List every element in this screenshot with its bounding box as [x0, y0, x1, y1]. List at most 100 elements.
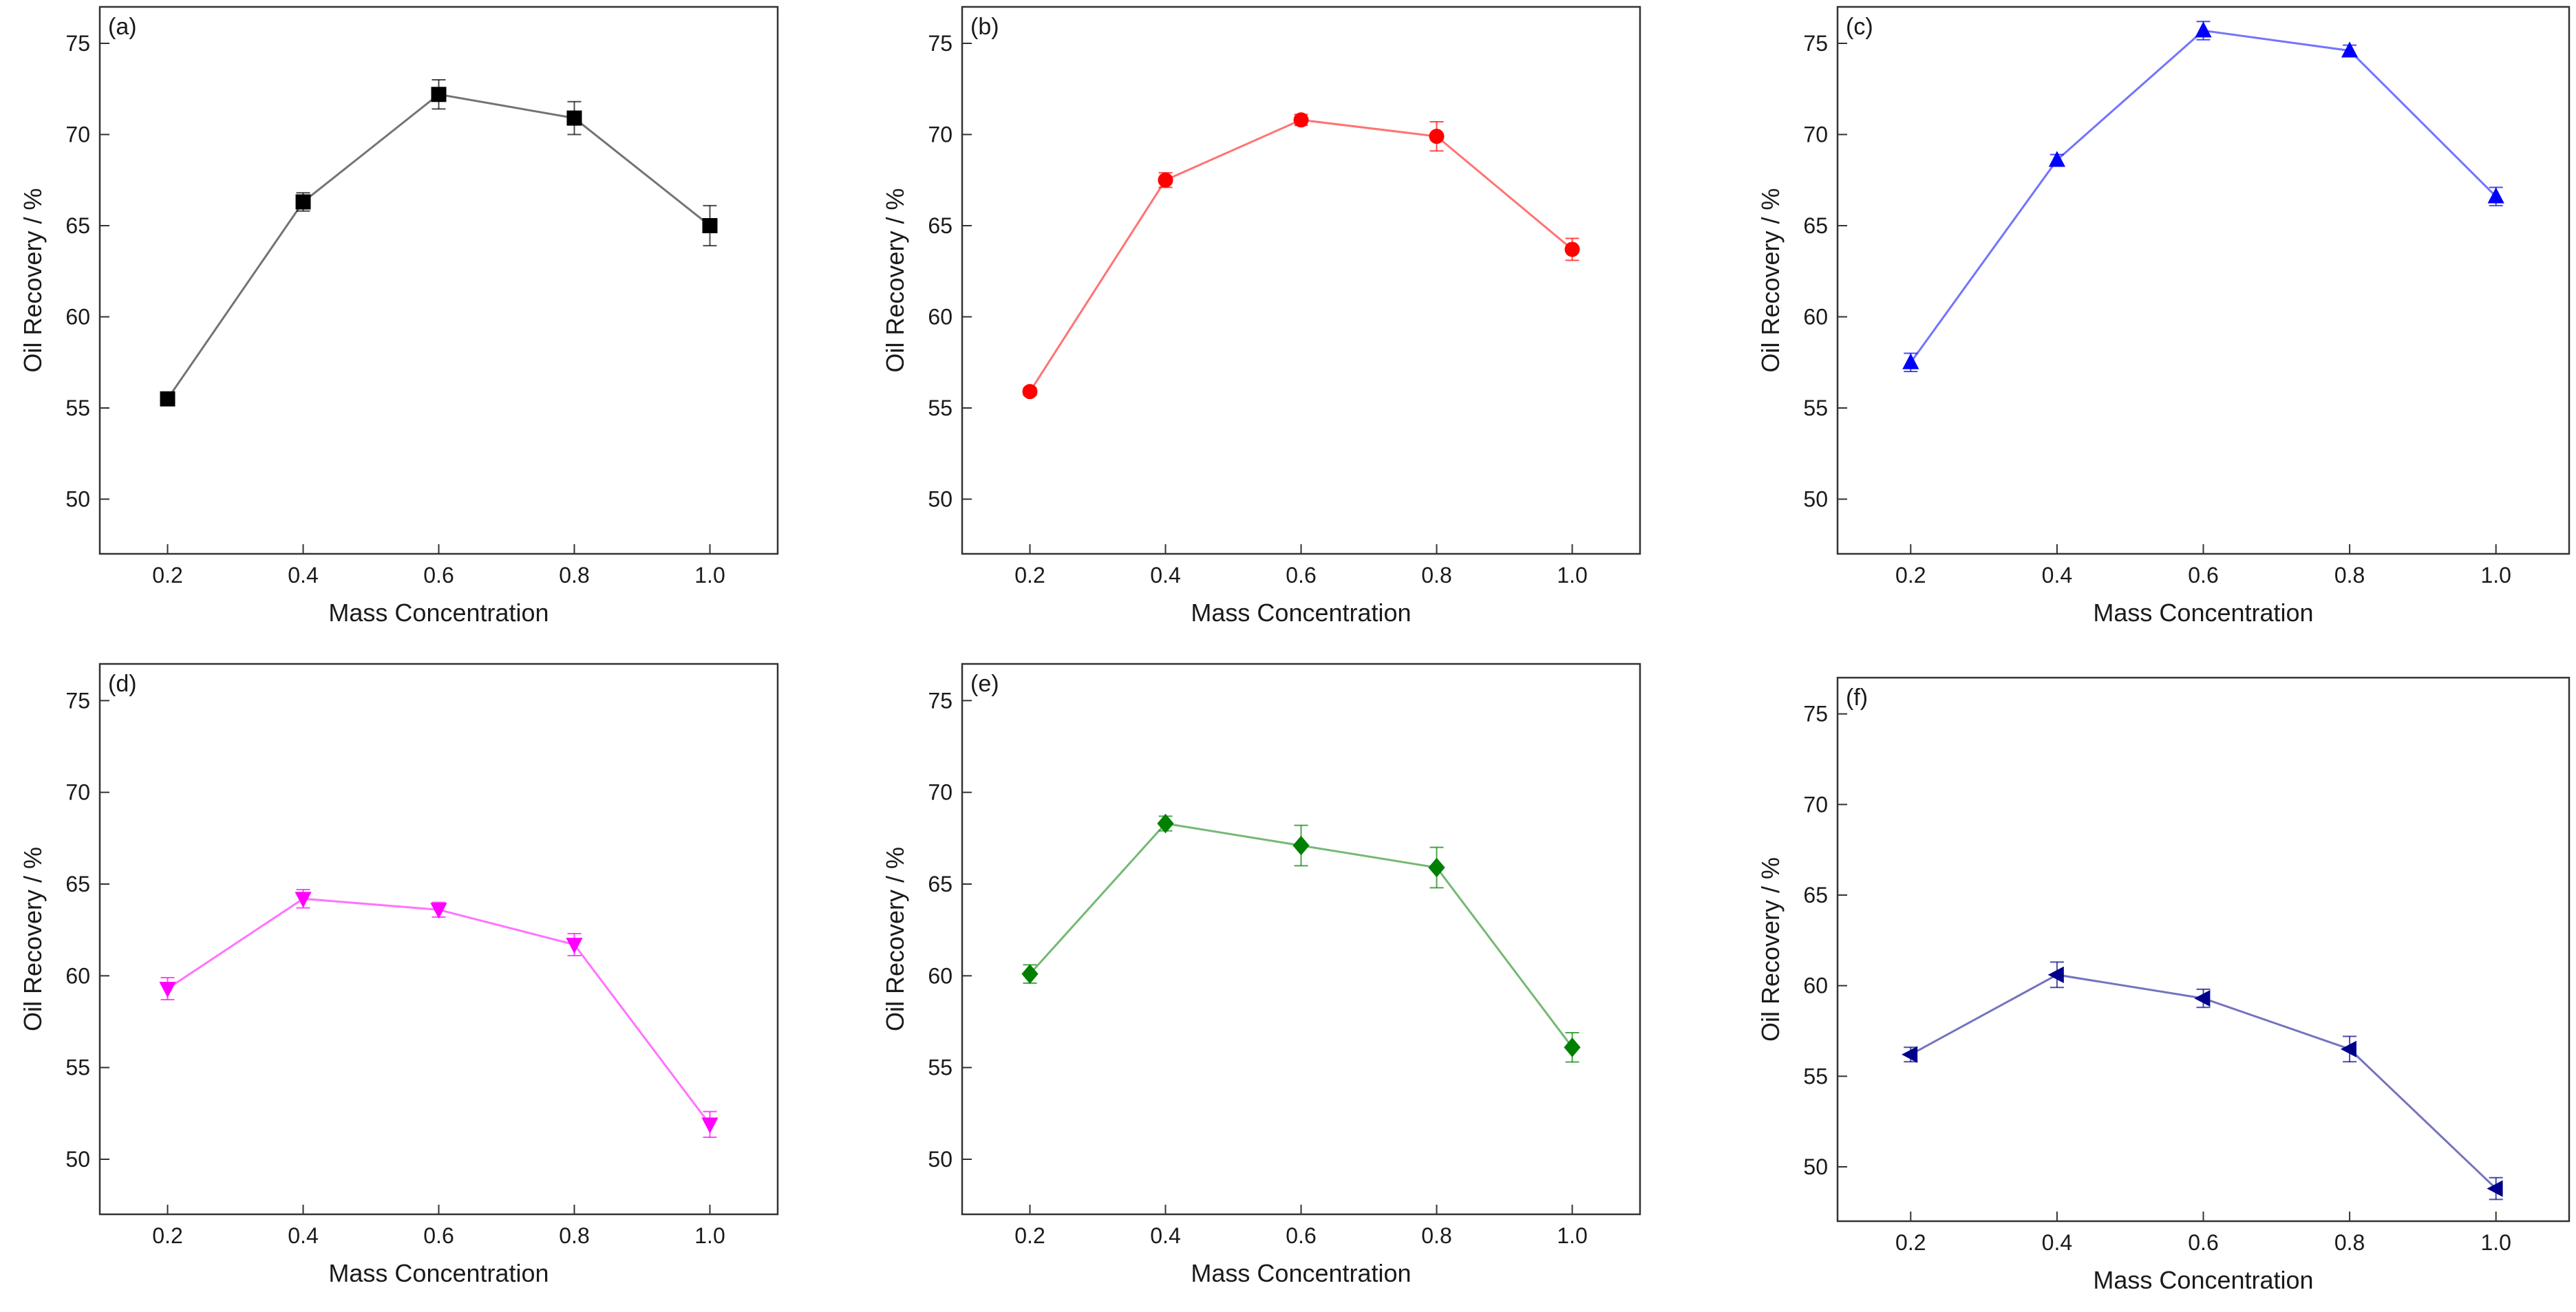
y-tick-label: 50 [65, 487, 90, 512]
data-point [1021, 964, 1039, 984]
data-point [1428, 857, 1445, 878]
data-point [702, 218, 718, 233]
data-point [160, 391, 175, 407]
x-tick-label: 0.2 [152, 563, 182, 588]
x-axis-title: Mass Concentration [2093, 1266, 2313, 1294]
plot-frame [961, 6, 1641, 555]
y-tick-label: 65 [65, 213, 90, 238]
data-point [2340, 1040, 2356, 1057]
x-axis-title: Mass Concentration [328, 599, 549, 627]
data-point [2487, 1180, 2503, 1197]
data-point [295, 194, 311, 210]
y-tick-label: 75 [65, 31, 90, 56]
x-tick-label: 0.8 [1421, 1223, 1451, 1248]
panel-label: (d) [108, 671, 137, 697]
x-tick-label: 0.4 [2042, 1230, 2072, 1255]
plot-frame [1836, 6, 2570, 555]
plot-frame [98, 663, 779, 1216]
chart-panel-3: (c) 0.2 0.4 0.6 0.8 1.0 50 55 60 65 70 75 Mass Conce… [1756, 6, 2570, 627]
y-tick-label: 60 [1803, 974, 1828, 998]
plot-frame [961, 663, 1641, 1216]
y-axis-title: Oil Recovery / % [881, 188, 909, 372]
data-point [2048, 151, 2065, 167]
data-point [1564, 1037, 1581, 1057]
x-tick-label: 0.4 [288, 1223, 318, 1248]
data-point [566, 938, 583, 954]
y-tick-label: 60 [1803, 305, 1828, 330]
x-tick-label: 0.8 [2334, 563, 2365, 588]
y-axis-title: Oil Recovery / % [881, 847, 909, 1031]
y-tick-label: 50 [1803, 487, 1828, 512]
data-point [1429, 129, 1445, 144]
x-tick-label: 0.8 [1421, 563, 1451, 588]
y-tick-label: 70 [928, 122, 952, 147]
y-tick-label: 55 [65, 1055, 90, 1080]
x-tick-label: 0.8 [559, 1223, 589, 1248]
data-point [431, 87, 447, 103]
x-axis-title: Mass Concentration [328, 1259, 549, 1287]
panel-label: (c) [1846, 14, 1873, 40]
y-tick-label: 70 [1803, 792, 1828, 817]
chart-panel-5: (e) 0.2 0.4 0.6 0.8 1.0 50 55 60 65 70 75 Mass Conce… [881, 663, 1641, 1287]
data-point [2341, 41, 2359, 58]
y-axis-title: Oil Recovery / % [1756, 188, 1785, 372]
x-tick-label: 1.0 [694, 1223, 725, 1248]
data-point [1564, 241, 1580, 257]
x-tick-label: 0.2 [1895, 1230, 1926, 1255]
series-line [167, 93, 711, 400]
y-axis-title: Oil Recovery / % [19, 847, 47, 1031]
y-tick-label: 75 [928, 688, 952, 713]
series-line [167, 897, 711, 1126]
y-tick-label: 50 [1803, 1154, 1828, 1179]
x-tick-label: 0.6 [423, 1223, 454, 1248]
data-point [1158, 172, 1173, 188]
x-tick-label: 1.0 [1557, 563, 1587, 588]
panel-label: (e) [970, 671, 999, 697]
y-tick-label: 75 [65, 688, 90, 713]
chart-panel-2: (b) 0.2 0.4 0.6 0.8 1.0 50 55 60 65 70 75 Mass Conce… [881, 6, 1641, 627]
y-tick-label: 60 [928, 963, 952, 988]
y-tick-label: 60 [65, 963, 90, 988]
data-point [1293, 112, 1309, 128]
y-tick-label: 65 [928, 213, 952, 238]
y-tick-label: 55 [1803, 1064, 1828, 1088]
x-tick-label: 1.0 [694, 563, 725, 588]
chart-panel-1: (a) 0.2 0.4 0.6 0.8 1.0 50 55 60 65 70 75 Mass Conce… [19, 6, 779, 627]
panel-label: (b) [970, 14, 999, 40]
data-point [2487, 187, 2504, 204]
y-tick-label: 60 [65, 305, 90, 330]
chart-panel-6: (f) 0.2 0.4 0.6 0.8 1.0 50 55 60 65 70 75 Mass Conce… [1756, 676, 2570, 1294]
y-tick-label: 55 [928, 396, 952, 420]
x-tick-label: 0.8 [559, 563, 589, 588]
y-tick-label: 70 [65, 122, 90, 147]
x-tick-label: 0.4 [288, 563, 318, 588]
data-point [1902, 353, 1919, 369]
x-tick-label: 0.4 [2042, 563, 2072, 588]
data-point [1157, 813, 1174, 834]
x-tick-label: 1.0 [2480, 563, 2511, 588]
y-tick-label: 75 [1803, 31, 1828, 56]
y-tick-label: 65 [1803, 883, 1828, 907]
panel-label: (a) [108, 14, 137, 40]
data-point [566, 110, 582, 126]
y-tick-label: 75 [1803, 702, 1828, 727]
x-axis-title: Mass Concentration [1191, 599, 1411, 627]
x-tick-label: 0.6 [423, 563, 454, 588]
x-tick-label: 0.2 [1014, 563, 1045, 588]
data-point [1022, 384, 1038, 400]
x-tick-label: 0.4 [1150, 563, 1180, 588]
data-point [2194, 990, 2211, 1007]
x-tick-label: 0.6 [2188, 1230, 2218, 1255]
data-point [1902, 1046, 1918, 1063]
x-tick-label: 1.0 [2480, 1230, 2511, 1255]
y-tick-label: 55 [65, 396, 90, 420]
x-tick-label: 0.6 [1286, 563, 1316, 588]
y-tick-label: 75 [928, 31, 952, 56]
series-line [1029, 118, 1573, 392]
x-tick-label: 0.8 [2334, 1230, 2365, 1255]
data-point [2195, 21, 2212, 38]
y-tick-label: 70 [928, 780, 952, 805]
data-point [1292, 835, 1310, 856]
data-point [701, 1117, 718, 1134]
